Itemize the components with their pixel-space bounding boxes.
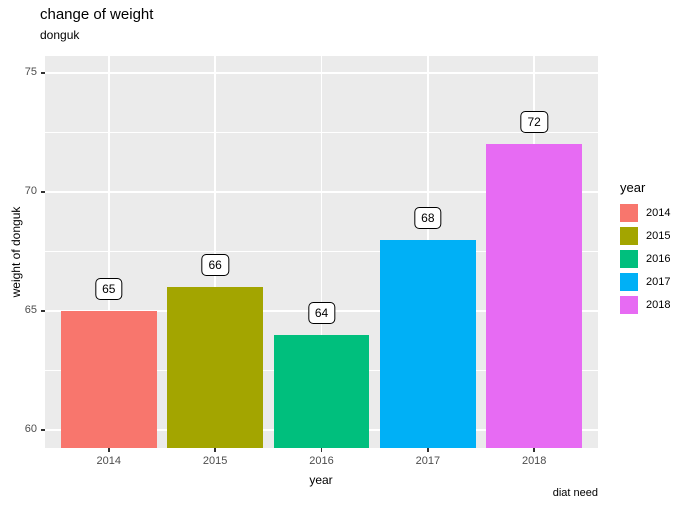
chart-title: change of weight: [40, 6, 154, 23]
legend-label: 2015: [646, 230, 671, 242]
legend-swatch-2016: [620, 250, 638, 268]
legend-entry: 2017: [620, 273, 670, 291]
x-tick-mark: [108, 448, 110, 452]
y-tick-mark: [41, 429, 45, 431]
x-tick-mark: [533, 448, 535, 452]
y-tick-mark: [41, 72, 45, 74]
x-axis-title: year: [309, 473, 333, 487]
legend-swatch-2018: [620, 296, 638, 314]
y-tick-label: 75: [24, 66, 37, 79]
x-tick-label: 2017: [415, 455, 441, 467]
x-tick-label: 2018: [521, 455, 547, 467]
y-tick-label: 70: [24, 185, 37, 198]
plot-panel: 65 66 64 68 72: [45, 56, 598, 448]
y-axis-title: weight of donguk: [9, 206, 23, 298]
bar-value-label: 64: [307, 301, 336, 324]
y-tick-mark: [41, 191, 45, 193]
bar-2016: [273, 334, 370, 448]
bar-2018: [486, 144, 583, 448]
legend-entry: 2016: [620, 250, 670, 268]
bar-value-label: 72: [520, 111, 548, 134]
gridline-vertical: [214, 56, 216, 448]
y-tick-label: 60: [24, 423, 37, 436]
legend-label: 2016: [646, 253, 671, 265]
legend-entry: 2015: [620, 227, 670, 245]
legend-entries: 2014 2015 2016 2017 2018: [620, 204, 670, 314]
legend-title: year: [620, 180, 646, 195]
bar-value-label: 68: [414, 206, 442, 229]
legend-swatch-2014: [620, 204, 638, 222]
bar-value-label: 65: [95, 277, 123, 300]
x-tick-mark: [427, 448, 429, 452]
x-tick-mark: [214, 448, 216, 452]
legend: year 2014 2015 2016 2017 2018: [620, 180, 670, 319]
bar-value-label: 66: [201, 254, 229, 277]
y-tick-mark: [41, 310, 45, 312]
chart-caption: diat need: [552, 487, 598, 499]
x-tick-label: 2016: [309, 455, 334, 467]
gridline-vertical: [320, 56, 323, 448]
legend-swatch-2017: [620, 273, 638, 291]
legend-entry: 2014: [620, 204, 670, 222]
x-tick-mark: [320, 448, 323, 452]
x-tick-label: 2014: [96, 455, 122, 467]
chart-subtitle: donguk: [40, 28, 80, 42]
bar-2014: [60, 310, 157, 448]
legend-label: 2017: [646, 276, 671, 288]
legend-label: 2018: [646, 299, 671, 311]
bar-2017: [379, 239, 476, 448]
legend-label: 2014: [646, 207, 671, 219]
gridline-vertical: [108, 56, 110, 448]
legend-entry: 2018: [620, 296, 670, 314]
x-tick-label: 2015: [202, 455, 228, 467]
bar-2015: [167, 287, 263, 448]
y-tick-label: 65: [24, 304, 37, 317]
legend-swatch-2015: [620, 227, 638, 245]
